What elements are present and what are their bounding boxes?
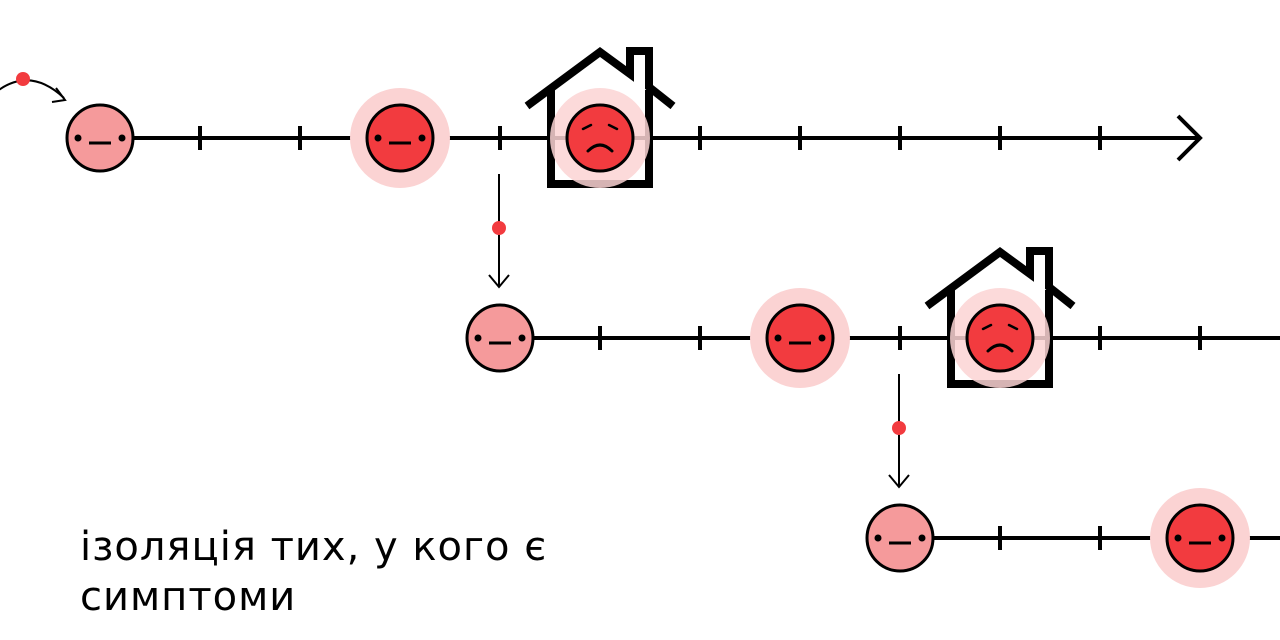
neutral-face-icon bbox=[65, 103, 135, 173]
arrow-head bbox=[488, 274, 510, 289]
frown bbox=[586, 143, 614, 153]
arrow-head bbox=[888, 474, 910, 489]
timeline-3 bbox=[865, 488, 1280, 588]
face-circle bbox=[465, 303, 535, 373]
timeline-1 bbox=[65, 47, 1203, 188]
eye-left bbox=[74, 134, 82, 142]
brow-right bbox=[1007, 323, 1019, 331]
eye-left bbox=[474, 334, 482, 342]
brow-left bbox=[581, 123, 593, 131]
eye-right bbox=[518, 334, 526, 342]
eye-left bbox=[774, 334, 782, 342]
neutral-face-icon bbox=[350, 88, 450, 188]
frown bbox=[986, 343, 1014, 353]
incoming-transmission bbox=[0, 72, 67, 103]
transmission-arrow-1 bbox=[488, 174, 510, 289]
neutral-face-icon bbox=[865, 503, 935, 573]
transmission-dot bbox=[16, 72, 30, 86]
face-circle bbox=[565, 103, 635, 173]
eye-right bbox=[818, 334, 826, 342]
brow-right bbox=[607, 123, 619, 131]
face-circle bbox=[1165, 503, 1235, 573]
neutral-face-icon bbox=[750, 288, 850, 388]
eye-right bbox=[918, 534, 926, 542]
face-circle bbox=[965, 303, 1035, 373]
arrow-icon bbox=[0, 79, 65, 99]
arrow-head bbox=[51, 87, 67, 103]
face-circle bbox=[65, 103, 135, 173]
face-circle bbox=[865, 503, 935, 573]
neutral-face-icon bbox=[1150, 488, 1250, 588]
transmission-dot bbox=[892, 421, 906, 435]
timeline-faces bbox=[65, 88, 650, 188]
eye-right bbox=[1218, 534, 1226, 542]
transmission-arrow-2 bbox=[888, 374, 910, 489]
timeline-2 bbox=[465, 247, 1280, 388]
eye-right bbox=[118, 134, 126, 142]
timeline-ticks bbox=[198, 126, 1102, 150]
eye-left bbox=[874, 534, 882, 542]
sad-face-icon bbox=[950, 288, 1050, 388]
brow-left bbox=[981, 323, 993, 331]
timeline-ticks bbox=[598, 326, 1202, 350]
eye-right bbox=[418, 134, 426, 142]
timeline-faces bbox=[865, 488, 1250, 588]
timeline-faces bbox=[465, 288, 1050, 388]
eye-left bbox=[374, 134, 382, 142]
face-circle bbox=[365, 103, 435, 173]
face-circle bbox=[765, 303, 835, 373]
eye-left bbox=[1174, 534, 1182, 542]
caption-text: ізоляція тих, у кого є симптоми bbox=[80, 524, 548, 620]
neutral-face-icon bbox=[465, 303, 535, 373]
axis-arrowhead bbox=[1176, 114, 1203, 162]
transmission-dot bbox=[492, 221, 506, 235]
sad-face-icon bbox=[550, 88, 650, 188]
timeline-ticks bbox=[998, 526, 1102, 550]
